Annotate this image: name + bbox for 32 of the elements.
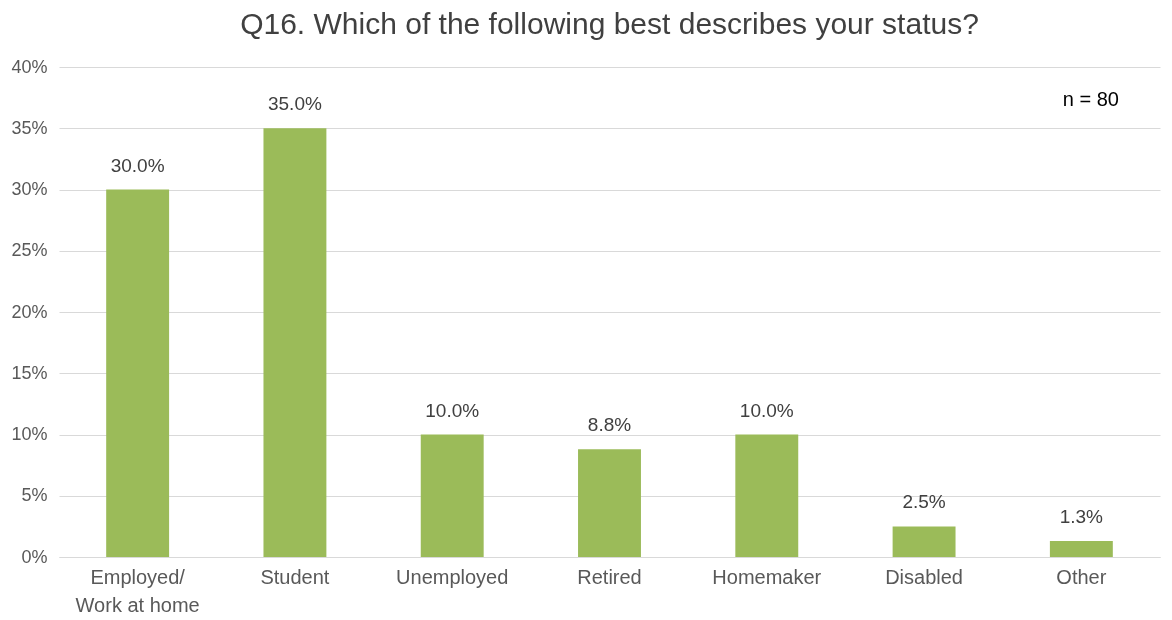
- bar: [578, 449, 641, 557]
- y-tick-label: 25%: [11, 240, 48, 261]
- y-tick-label: 15%: [11, 362, 48, 383]
- data-label: 10.0%: [739, 399, 794, 421]
- data-label: 30.0%: [110, 154, 165, 176]
- x-tick-label: Student: [260, 565, 330, 588]
- bar: [420, 434, 484, 557]
- y-tick-label: 20%: [11, 301, 48, 322]
- annotation: n = 80: [1062, 88, 1119, 110]
- x-tick-label: Other: [1056, 565, 1107, 588]
- y-tick-label: 0%: [21, 546, 48, 567]
- y-tick-label: 35%: [11, 117, 48, 138]
- x-tick-label: Retired: [577, 565, 642, 588]
- x-tick-label: Unemployed: [396, 565, 509, 588]
- x-tick-label: Disabled: [885, 565, 963, 588]
- bar: [1049, 541, 1113, 557]
- bar: [106, 189, 170, 557]
- y-tick-label: 40%: [11, 56, 48, 77]
- data-label: 1.3%: [1059, 506, 1104, 528]
- data-label: 10.0%: [425, 399, 480, 421]
- x-tick-label: Homemaker: [712, 565, 822, 588]
- chart-title: Q16. Which of the following best describes your status?: [240, 7, 979, 40]
- bar: [892, 526, 956, 557]
- y-tick-label: 5%: [21, 485, 48, 506]
- bar: [735, 434, 799, 557]
- data-label: 35.0%: [267, 93, 322, 115]
- bar: [263, 128, 327, 557]
- data-label: 2.5%: [902, 491, 946, 513]
- x-tick-label: Employed/ Work at home: [75, 565, 200, 616]
- data-label: 8.8%: [587, 414, 632, 436]
- y-tick-label: 30%: [11, 179, 48, 199]
- y-tick-label: 10%: [11, 424, 48, 444]
